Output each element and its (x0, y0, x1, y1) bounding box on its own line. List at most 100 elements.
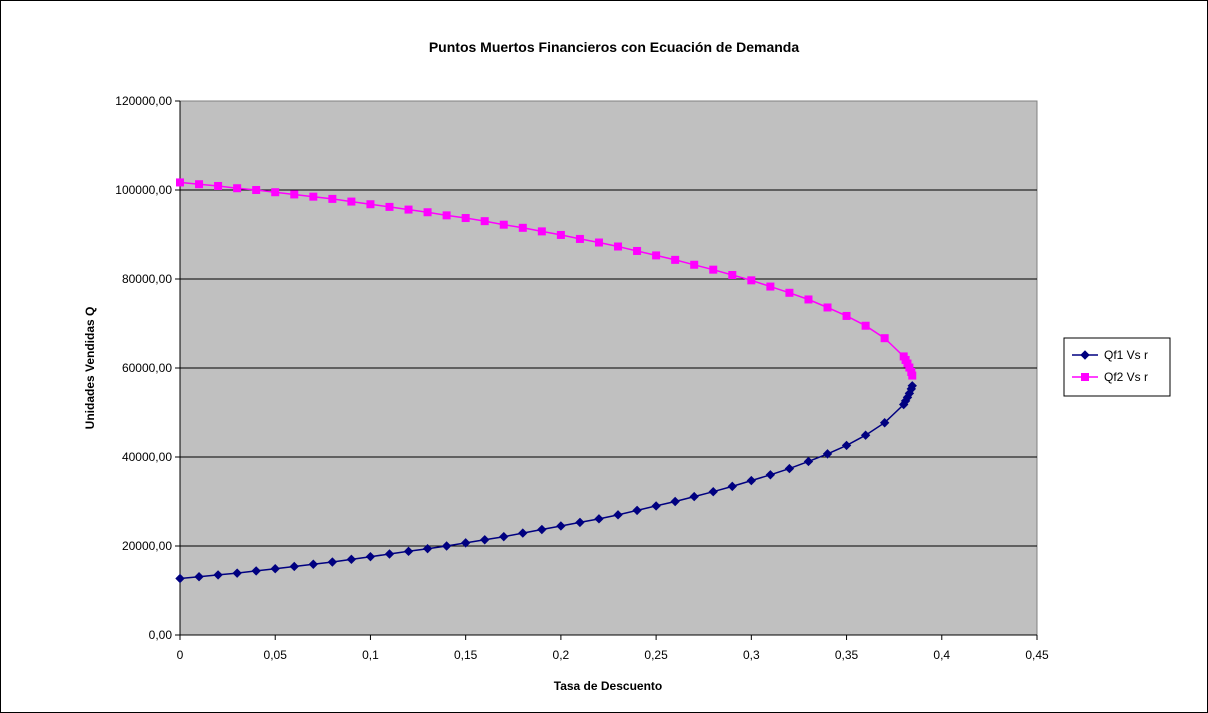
y-tick-label: 60000,00 (122, 361, 172, 375)
data-point (460, 538, 471, 548)
legend-label: Qf2 Vs r (1104, 370, 1148, 384)
data-point (327, 557, 338, 567)
data-point (575, 234, 584, 243)
data-point (442, 211, 451, 220)
legend-label: Qf1 Vs r (1104, 348, 1148, 362)
data-point (907, 381, 917, 391)
data-point (537, 227, 546, 236)
y-tick-label: 120000,00 (115, 94, 172, 108)
data-point (518, 223, 527, 232)
data-point (709, 265, 718, 274)
data-point (404, 205, 413, 214)
x-tick-labels: 0 0,05 0,1 0,15 0,2 0,25 0,3 0,35 0,4 0,45 (177, 648, 1049, 662)
legend-marker (1080, 350, 1090, 360)
data-point (499, 220, 508, 229)
y-axis-title: Unidades Vendidas Q (83, 307, 97, 430)
data-point (214, 181, 223, 190)
data-point (908, 371, 917, 380)
y-tick-label: 20000,00 (122, 539, 172, 553)
legend-box (1063, 337, 1171, 397)
data-point (785, 288, 794, 297)
data-point (633, 246, 642, 255)
x-tick-label: 0,05 (264, 648, 288, 662)
series-1 (175, 381, 917, 584)
data-point (403, 546, 414, 557)
y-tick-label: 0,00 (149, 628, 173, 642)
data-point (232, 568, 242, 578)
data-point (708, 487, 718, 497)
data-point (309, 192, 318, 201)
data-point (251, 566, 261, 576)
data-point (652, 251, 661, 260)
data-point (728, 270, 737, 279)
data-point (689, 491, 699, 502)
data-point (347, 197, 356, 206)
data-point (194, 571, 204, 582)
x-tick-label: 0,45 (1025, 648, 1049, 662)
data-point (233, 184, 242, 193)
y-tick-label: 80000,00 (122, 272, 172, 286)
x-tick-label: 0,15 (454, 648, 478, 662)
data-point (384, 549, 395, 559)
legend: Qf1 Vs r Qf2 Vs r (1063, 337, 1171, 397)
data-point (804, 295, 813, 304)
y-tick-label: 100000,00 (115, 183, 172, 197)
data-point (671, 255, 680, 264)
grid-lines (175, 100, 1038, 640)
data-point (861, 321, 870, 330)
axes (179, 101, 1037, 636)
y-tick-label: 40000,00 (122, 450, 172, 464)
data-point (747, 276, 756, 285)
data-point (746, 475, 757, 486)
series-layer (175, 178, 917, 584)
x-axis-title: Tasa de Descuento (554, 679, 662, 693)
data-point (880, 334, 889, 343)
x-tick-label: 0 (177, 648, 184, 662)
data-point (537, 524, 547, 535)
x-tick-label: 0,4 (933, 648, 950, 662)
data-point (270, 563, 280, 574)
data-point (556, 230, 565, 239)
data-point (803, 456, 814, 467)
data-point (842, 311, 851, 320)
data-point (422, 543, 433, 554)
data-point (213, 570, 223, 580)
data-point (841, 440, 852, 451)
data-point (176, 178, 184, 187)
data-point (651, 501, 661, 511)
data-point (480, 535, 490, 545)
data-point (441, 541, 452, 551)
data-point (556, 521, 566, 531)
y-tick-labels: 0,00 20000,00 40000,00 60000,00 80000,00 1000… (115, 94, 172, 642)
data-point (289, 561, 299, 572)
chart-title: Puntos Muertos Financieros con Ecuación … (429, 39, 800, 55)
x-tick-label: 0,35 (835, 648, 859, 662)
data-point (518, 528, 528, 538)
x-tick-label: 0,1 (362, 648, 379, 662)
data-point (423, 208, 432, 217)
data-point (195, 180, 204, 189)
data-point (765, 470, 776, 480)
data-point (290, 190, 299, 199)
data-point (822, 449, 833, 459)
data-point (614, 242, 623, 251)
data-point (690, 260, 699, 269)
data-point (575, 517, 585, 528)
data-point (727, 481, 737, 492)
data-point (308, 559, 319, 569)
data-point (499, 531, 509, 542)
x-tick-label: 0,25 (644, 648, 668, 662)
series-2 (176, 178, 917, 380)
data-point (594, 514, 604, 524)
legend-marker (1081, 373, 1089, 381)
data-point (480, 217, 489, 226)
data-point (670, 496, 680, 507)
data-point (594, 238, 603, 247)
data-point (271, 188, 280, 197)
data-point (252, 186, 261, 194)
data-point (175, 573, 185, 584)
data-point (613, 510, 623, 520)
data-point (879, 418, 890, 428)
x-tick-label: 0,2 (553, 648, 570, 662)
